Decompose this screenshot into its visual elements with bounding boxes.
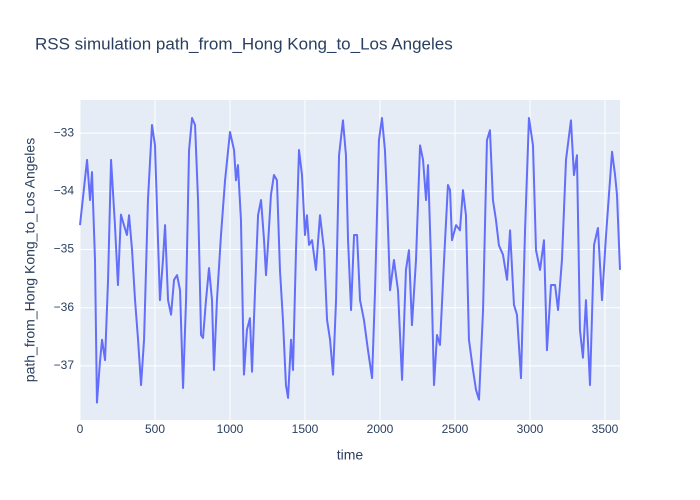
- y-tick-label: −37: [54, 358, 75, 372]
- chart-title: RSS simulation path_from_Hong Kong_to_Lo…: [35, 34, 453, 53]
- x-axis-title: time: [337, 447, 364, 463]
- y-tick-label: −35: [54, 242, 75, 256]
- y-tick-label: −34: [54, 184, 75, 198]
- x-tick-label: 3000: [517, 422, 544, 436]
- x-tick-label: 1500: [292, 422, 319, 436]
- x-tick-label: 2500: [442, 422, 469, 436]
- y-axis-title: path_from_Hong Kong_to_Los Angeles: [22, 138, 38, 382]
- x-tick-label: 1000: [217, 422, 244, 436]
- x-tick-label: 3500: [592, 422, 619, 436]
- line-series: [79, 117, 621, 404]
- y-tick-label: −36: [54, 300, 75, 314]
- y-tick-label: −33: [54, 125, 75, 139]
- x-tick-label: 500: [145, 422, 165, 436]
- x-tick-label: 0: [77, 422, 84, 436]
- marks: [79, 117, 621, 404]
- x-tick-label: 2000: [367, 422, 394, 436]
